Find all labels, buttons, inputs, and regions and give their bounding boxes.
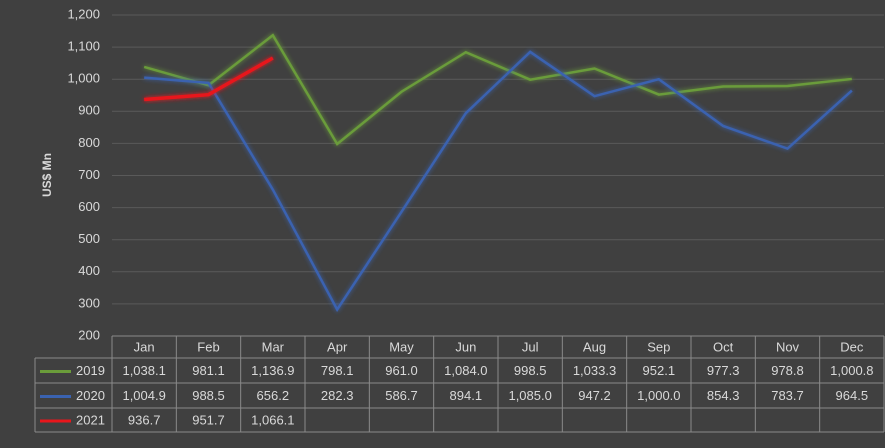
table-value: 1,085.0 (508, 388, 551, 403)
table-value: 854.3 (707, 388, 740, 403)
table-value: 586.7 (385, 388, 418, 403)
table-value: 981.1 (192, 363, 225, 378)
table-value: 656.2 (257, 388, 290, 403)
table-value: 798.1 (321, 363, 354, 378)
x-tick-label: Oct (713, 339, 734, 354)
x-tick-label: Sep (647, 339, 670, 354)
x-tick-label: Nov (776, 339, 800, 354)
y-tick-label: 800 (78, 135, 100, 150)
table-value: 783.7 (771, 388, 804, 403)
y-tick-label: 500 (78, 231, 100, 246)
legend-label: 2021 (76, 412, 105, 427)
table-value: 998.5 (514, 363, 547, 378)
table-value: 952.1 (643, 363, 676, 378)
y-axis-label: US$ Mn (40, 153, 54, 197)
table-value: 1,033.3 (573, 363, 616, 378)
table-value: 1,000.0 (637, 388, 680, 403)
legend-label: 2020 (76, 388, 105, 403)
y-tick-label: 600 (78, 199, 100, 214)
y-tick-label: 1,200 (67, 6, 100, 21)
y-tick-label: 1,100 (67, 39, 100, 54)
x-tick-label: Jan (134, 339, 155, 354)
table-value: 936.7 (128, 412, 161, 427)
x-tick-label: Mar (262, 339, 285, 354)
table-value: 978.8 (771, 363, 804, 378)
table-value: 894.1 (450, 388, 483, 403)
x-tick-label: Feb (197, 339, 219, 354)
table-value: 1,000.8 (830, 363, 873, 378)
table-value: 964.5 (836, 388, 869, 403)
table-value: 947.2 (578, 388, 611, 403)
table-value: 1,038.1 (122, 363, 165, 378)
table-value: 977.3 (707, 363, 740, 378)
x-tick-label: Apr (327, 339, 348, 354)
y-tick-label: 300 (78, 295, 100, 310)
x-tick-label: Jun (455, 339, 476, 354)
x-tick-label: Jul (522, 339, 539, 354)
table-value: 961.0 (385, 363, 418, 378)
x-tick-label: Aug (583, 339, 606, 354)
y-tick-label: 1,000 (67, 71, 100, 86)
table-value: 1,066.1 (251, 412, 294, 427)
table-value: 988.5 (192, 388, 225, 403)
table-value: 1,004.9 (122, 388, 165, 403)
table-value: 1,136.9 (251, 363, 294, 378)
table-value: 1,084.0 (444, 363, 487, 378)
x-tick-label: May (389, 339, 414, 354)
y-tick-label: 700 (78, 167, 100, 182)
legend-label: 2019 (76, 363, 105, 378)
table-value: 951.7 (192, 412, 225, 427)
y-tick-label: 400 (78, 263, 100, 278)
y-tick-label: 200 (78, 327, 100, 342)
x-tick-label: Dec (840, 339, 864, 354)
series-line (144, 56, 274, 102)
series-line (143, 33, 852, 146)
series-line (144, 50, 853, 313)
table-value: 282.3 (321, 388, 354, 403)
y-tick-label: 900 (78, 103, 100, 118)
